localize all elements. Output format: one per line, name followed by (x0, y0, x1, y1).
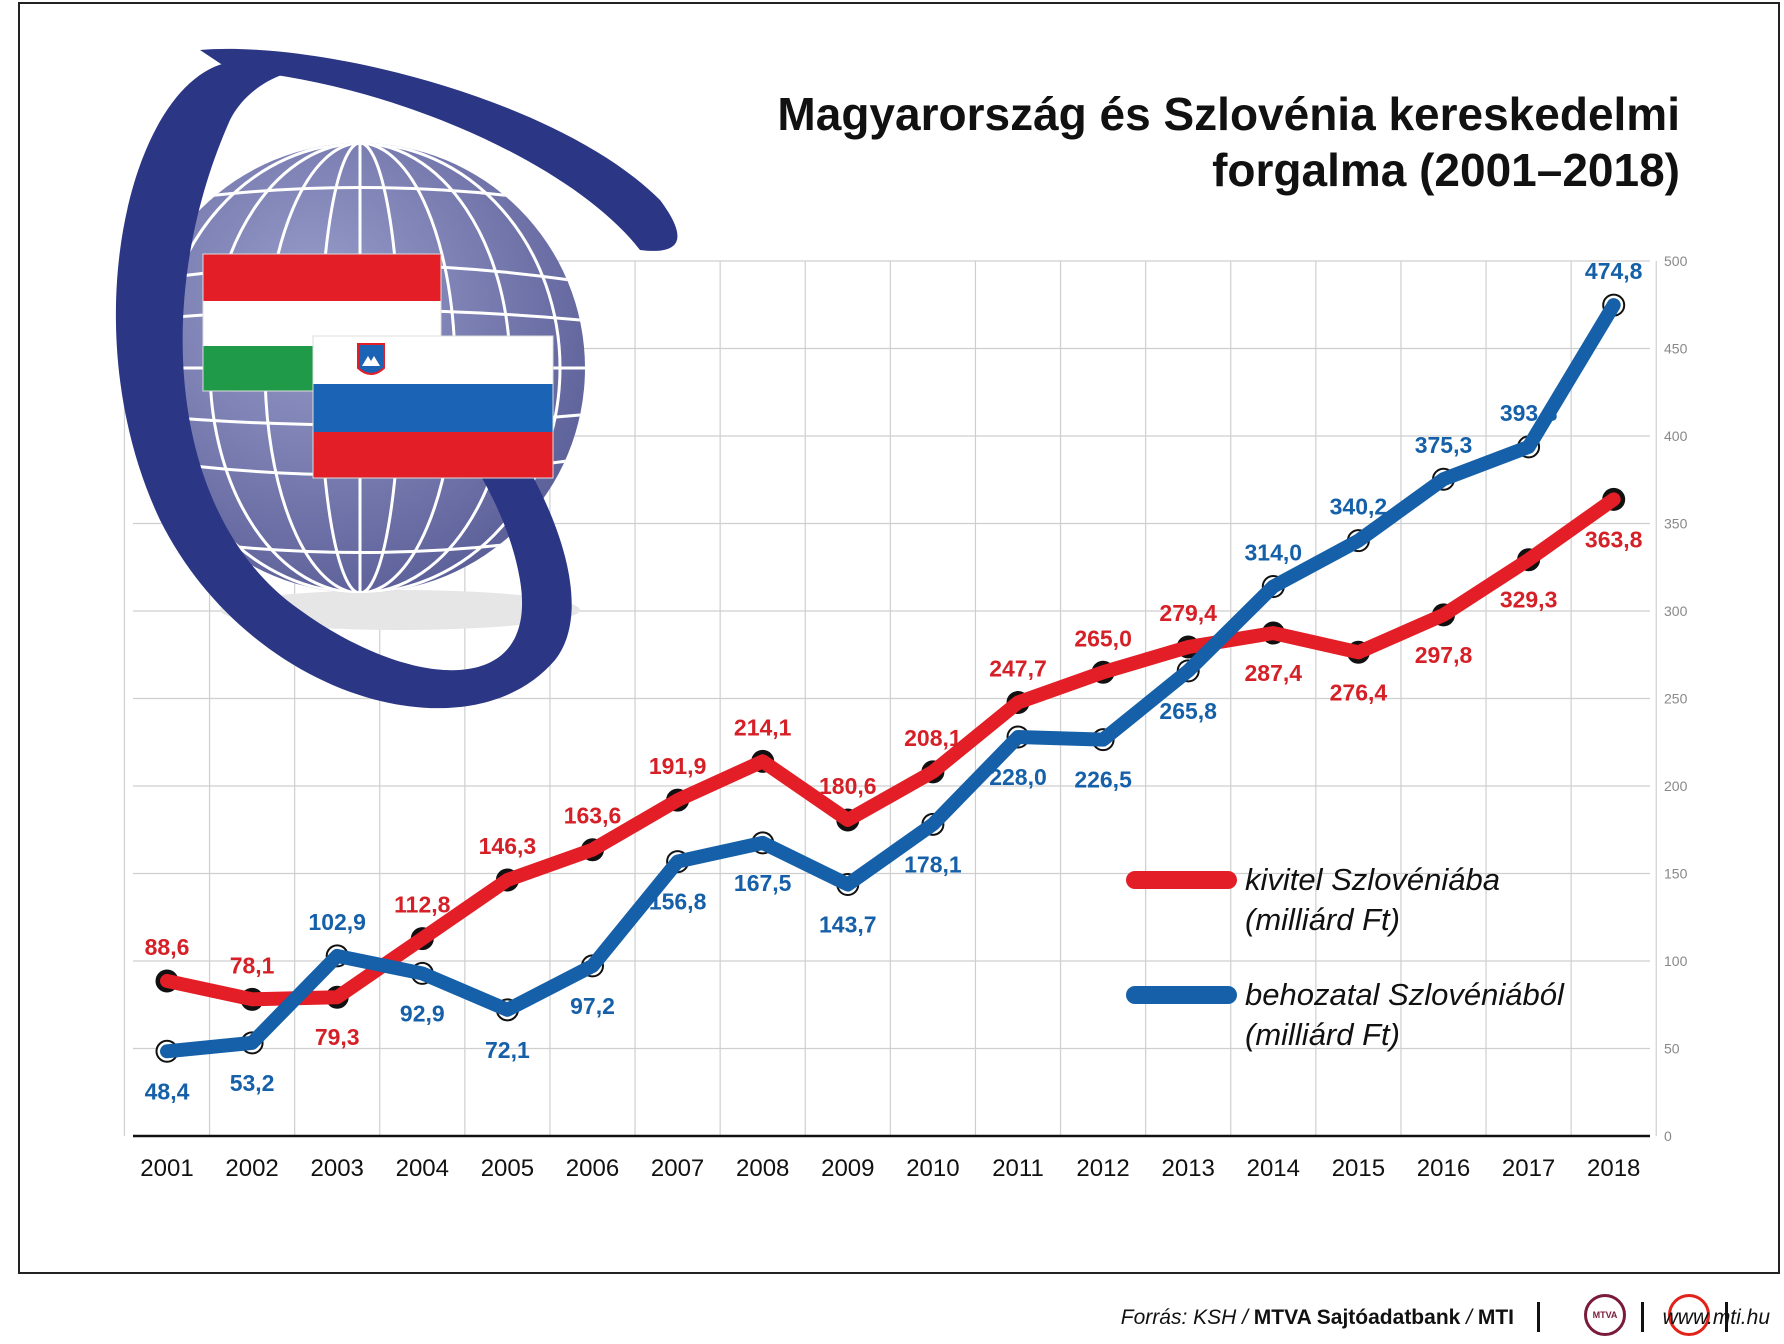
data-label-import: 48,4 (145, 1078, 190, 1104)
legend-label-export-line-2: (milliárd Ft) (1245, 902, 1400, 937)
x-tick-label: 2014 (1247, 1155, 1300, 1182)
data-label-export: 287,4 (1245, 660, 1303, 686)
x-tick-label: 2004 (396, 1155, 449, 1182)
x-tick-label: 2011 (992, 1155, 1044, 1182)
orbit-ring-outer (200, 48, 678, 251)
data-label-export: 146,3 (479, 833, 537, 859)
slovenia-flag (312, 335, 554, 479)
data-label-export: 88,6 (145, 934, 190, 960)
x-tick-label: 2016 (1417, 1155, 1470, 1182)
data-label-import: 156,8 (649, 889, 707, 915)
y-tick-label: 450 (1664, 341, 1688, 357)
legend-label-import-line-1: behozatal Szlovéniából (1245, 977, 1565, 1012)
x-tick-label: 2009 (821, 1155, 874, 1182)
data-label-export: 265,0 (1074, 625, 1132, 651)
legend-label-import-line-2: (milliárd Ft) (1245, 1017, 1400, 1052)
data-label-import: 314,0 (1245, 540, 1303, 566)
data-label-import: 375,3 (1415, 432, 1473, 458)
data-label-export: 297,8 (1415, 642, 1473, 668)
data-label-export: 363,8 (1585, 526, 1643, 552)
data-label-import: 474,8 (1585, 258, 1643, 284)
data-label-export: 191,9 (649, 753, 707, 779)
y-tick-label: 300 (1664, 603, 1688, 619)
y-tick-label: 400 (1664, 428, 1688, 444)
x-tick-label: 2002 (225, 1155, 278, 1182)
source-credit: Forrás: KSH / MTVA Sajtóadatbank / MTI (1120, 1306, 1514, 1329)
data-labels: 88,6 78,1 79,3 112,8 146,3 163,6 191,9 214,1 180… (145, 258, 1643, 1104)
series-line-export (160, 492, 1621, 1007)
footer-separator (1641, 1302, 1644, 1332)
x-tick-label: 2001 (140, 1155, 193, 1182)
y-tick-label: 350 (1664, 516, 1688, 532)
y-tick-label: 50 (1664, 1041, 1680, 1057)
x-tick-label: 2008 (736, 1155, 789, 1182)
data-label-export: 180,6 (819, 773, 877, 799)
y-tick-label: 250 (1664, 691, 1688, 707)
chart-title-line-2: forgalma (2001–2018) (1212, 144, 1680, 196)
y-tick-label: 100 (1664, 953, 1688, 969)
data-label-export: 78,1 (230, 952, 275, 978)
data-label-import: 265,8 (1159, 698, 1217, 724)
globe-illustration (115, 48, 678, 709)
data-label-import: 97,2 (570, 993, 615, 1019)
footer-separator (1537, 1302, 1540, 1332)
y-tick-label: 0 (1664, 1128, 1672, 1144)
series-layer (155, 293, 1626, 1063)
chart-title-line-1: Magyarország és Szlovénia kereskedelmi (777, 88, 1680, 140)
data-label-import: 72,1 (485, 1037, 530, 1063)
data-label-import: 53,2 (230, 1070, 275, 1096)
x-tick-label: 2005 (481, 1155, 534, 1182)
chart-frame (18, 2, 1780, 1274)
y-tick-label: 150 (1664, 866, 1688, 882)
data-label-export: 329,3 (1500, 587, 1558, 613)
x-tick-label: 2015 (1332, 1155, 1385, 1182)
mtva-logo-icon: MTVA (1584, 1294, 1626, 1336)
x-tick-label: 2013 (1162, 1155, 1215, 1182)
data-label-import: 92,9 (400, 1000, 445, 1026)
data-label-import: 340,2 (1330, 494, 1388, 520)
mti-logo-icon (1668, 1294, 1710, 1336)
x-tick-label: 2012 (1076, 1155, 1129, 1182)
data-label-import: 226,5 (1074, 767, 1132, 793)
data-label-import: 178,1 (904, 851, 962, 877)
data-label-import: 393,8 (1500, 400, 1558, 426)
x-tick-label: 2007 (651, 1155, 704, 1182)
data-label-import: 143,7 (819, 912, 877, 938)
legend-label-export-line-1: kivitel Szlovéniába (1245, 862, 1500, 897)
data-label-export: 247,7 (989, 656, 1047, 682)
slovenia-coat-of-arms-icon (357, 343, 385, 375)
x-tick-label: 2006 (566, 1155, 619, 1182)
y-tick-label: 500 (1664, 253, 1688, 269)
footer-separator (1725, 1302, 1728, 1332)
data-label-import: 167,5 (734, 870, 792, 896)
legend: kivitel Szlovéniába (milliárd Ft) behoza… (1126, 862, 1565, 1052)
data-label-export: 163,6 (564, 803, 622, 829)
x-tick-label: 2010 (906, 1155, 959, 1182)
axes: 0 50 100 150 200 250 300 350 400 450 500 2001 2002 20… (133, 253, 1688, 1182)
data-label-export: 79,3 (315, 1024, 360, 1050)
series-line-import (160, 298, 1621, 1059)
website-link[interactable]: www.mti.hu (1662, 1306, 1770, 1329)
data-label-export: 279,4 (1159, 600, 1217, 626)
y-tick-label: 200 (1664, 778, 1688, 794)
data-label-export: 208,1 (904, 725, 962, 751)
data-label-import: 102,9 (308, 909, 366, 935)
data-label-import: 228,0 (989, 764, 1047, 790)
orbit-ring (115, 54, 572, 709)
data-label-export: 214,1 (734, 714, 792, 740)
x-tick-label: 2017 (1502, 1155, 1555, 1182)
x-tick-label: 2018 (1587, 1155, 1640, 1182)
data-label-export: 112,8 (394, 892, 450, 918)
x-tick-label: 2003 (311, 1155, 364, 1182)
footer: Forrás: KSH / MTVA Sajtóadatbank / MTI M… (0, 1280, 1784, 1344)
data-label-export: 276,4 (1330, 679, 1388, 705)
